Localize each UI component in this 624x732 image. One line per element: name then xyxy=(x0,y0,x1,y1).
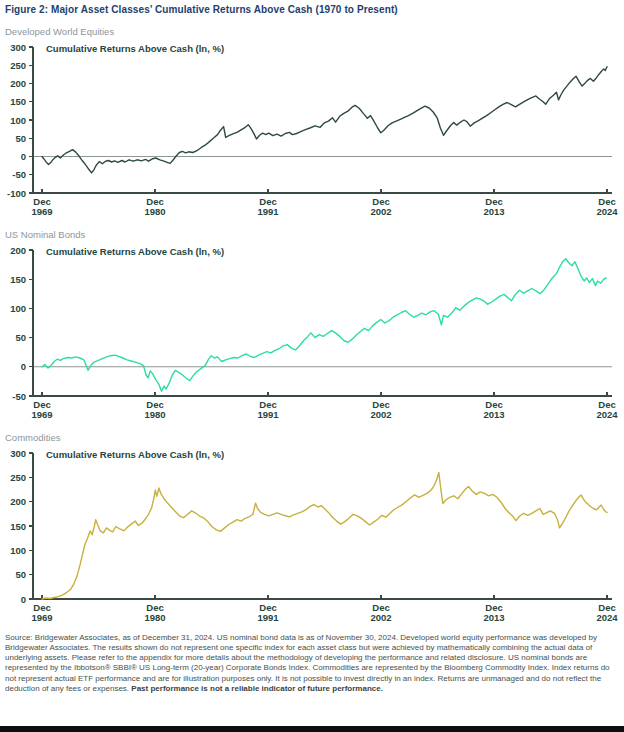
svg-text:200: 200 xyxy=(10,245,26,256)
svg-text:2024: 2024 xyxy=(596,409,618,420)
bottom-divider-bar xyxy=(0,726,624,732)
equities-chart-subtitle: Developed World Equities xyxy=(5,26,619,37)
svg-text:2013: 2013 xyxy=(483,206,504,217)
svg-text:200: 200 xyxy=(10,78,26,89)
svg-text:0: 0 xyxy=(21,361,26,372)
svg-text:100: 100 xyxy=(10,545,26,556)
footnote-bold-text: Past performance is not a reliable indic… xyxy=(131,684,383,693)
svg-text:0: 0 xyxy=(21,594,26,605)
svg-text:1980: 1980 xyxy=(144,409,165,420)
bonds-chart-section: US Nominal Bonds 200150100500-50Dec1969D… xyxy=(5,229,619,421)
svg-text:1969: 1969 xyxy=(31,612,52,623)
svg-text:150: 150 xyxy=(10,274,26,285)
svg-text:2024: 2024 xyxy=(596,206,618,217)
bonds-chart: 200150100500-50Dec1969Dec1980Dec1991Dec2… xyxy=(5,241,619,421)
svg-text:Cumulative Returns Above Cash: Cumulative Returns Above Cash (ln, %) xyxy=(46,246,224,257)
svg-text:0: 0 xyxy=(21,151,26,162)
svg-text:1969: 1969 xyxy=(31,409,52,420)
svg-text:2002: 2002 xyxy=(370,612,391,623)
svg-text:300: 300 xyxy=(10,448,26,459)
commodities-chart: 300250200150100500Dec1969Dec1980Dec1991D… xyxy=(5,444,619,624)
svg-text:150: 150 xyxy=(10,96,26,107)
svg-text:100: 100 xyxy=(10,115,26,126)
svg-text:1991: 1991 xyxy=(257,612,279,623)
svg-text:1991: 1991 xyxy=(257,206,279,217)
svg-text:2013: 2013 xyxy=(483,409,504,420)
commodities-chart-subtitle: Commodities xyxy=(5,432,619,443)
figure-title: Figure 2: Major Asset Classes’ Cumulativ… xyxy=(5,4,619,15)
svg-text:1991: 1991 xyxy=(257,409,279,420)
svg-text:2013: 2013 xyxy=(483,612,504,623)
svg-text:1980: 1980 xyxy=(144,612,165,623)
svg-text:1969: 1969 xyxy=(31,206,52,217)
svg-text:50: 50 xyxy=(15,569,26,580)
svg-text:2024: 2024 xyxy=(596,612,618,623)
svg-text:250: 250 xyxy=(10,60,26,71)
svg-text:200: 200 xyxy=(10,496,26,507)
svg-text:-50: -50 xyxy=(12,169,26,180)
svg-text:Cumulative Returns Above Cash: Cumulative Returns Above Cash (ln, %) xyxy=(46,43,224,54)
figure-page: Figure 2: Major Asset Classes’ Cumulativ… xyxy=(0,0,624,694)
equities-chart-section: Developed World Equities 300 250 200 150 100… xyxy=(5,26,619,218)
svg-text:100: 100 xyxy=(10,303,26,314)
svg-text:-100: -100 xyxy=(7,188,26,199)
svg-text:1980: 1980 xyxy=(144,206,165,217)
equities-chart: 300250200150100500-50-100Dec1969Dec1980D… xyxy=(5,38,619,218)
commodities-chart-section: Commodities 300250200150100500Dec1969Dec… xyxy=(5,432,619,624)
svg-text:2002: 2002 xyxy=(370,206,391,217)
svg-text:2002: 2002 xyxy=(370,409,391,420)
svg-text:Cumulative Returns Above Cash: Cumulative Returns Above Cash (ln, %) xyxy=(46,449,224,460)
svg-text:300: 300 xyxy=(10,42,26,53)
svg-text:50: 50 xyxy=(15,332,26,343)
svg-text:250: 250 xyxy=(10,472,26,483)
svg-text:-50: -50 xyxy=(12,391,26,402)
bonds-chart-subtitle: US Nominal Bonds xyxy=(5,229,619,240)
svg-text:150: 150 xyxy=(10,521,26,532)
source-footnote: Source: Bridgewater Associates, as of De… xyxy=(5,633,619,694)
svg-text:50: 50 xyxy=(15,133,26,144)
